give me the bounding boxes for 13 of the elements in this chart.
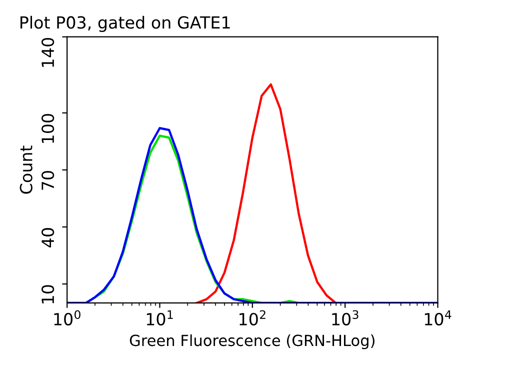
y-tick-label: 100: [42, 114, 54, 143]
x-tick-label: 10$^{4}$: [424, 310, 452, 326]
chart-title: Plot P03, gated on GATE1: [20, 16, 230, 32]
y-tick-label: 140: [42, 38, 54, 67]
y-tick-label: 40: [42, 228, 54, 248]
x-tick-label: 10$^{3}$: [332, 310, 358, 326]
y-axis-title: Count: [20, 146, 32, 194]
x-tick-label: 10$^{2}$: [240, 310, 266, 326]
y-tick-label: 10: [42, 285, 54, 304]
x-tick-label: 10$^{0}$: [54, 310, 80, 326]
x-axis-title: Green Fluorescence (GRN-HLog): [130, 334, 374, 350]
y-tick-label: 70: [42, 171, 54, 190]
x-tick-label: 10$^{1}$: [146, 310, 173, 326]
